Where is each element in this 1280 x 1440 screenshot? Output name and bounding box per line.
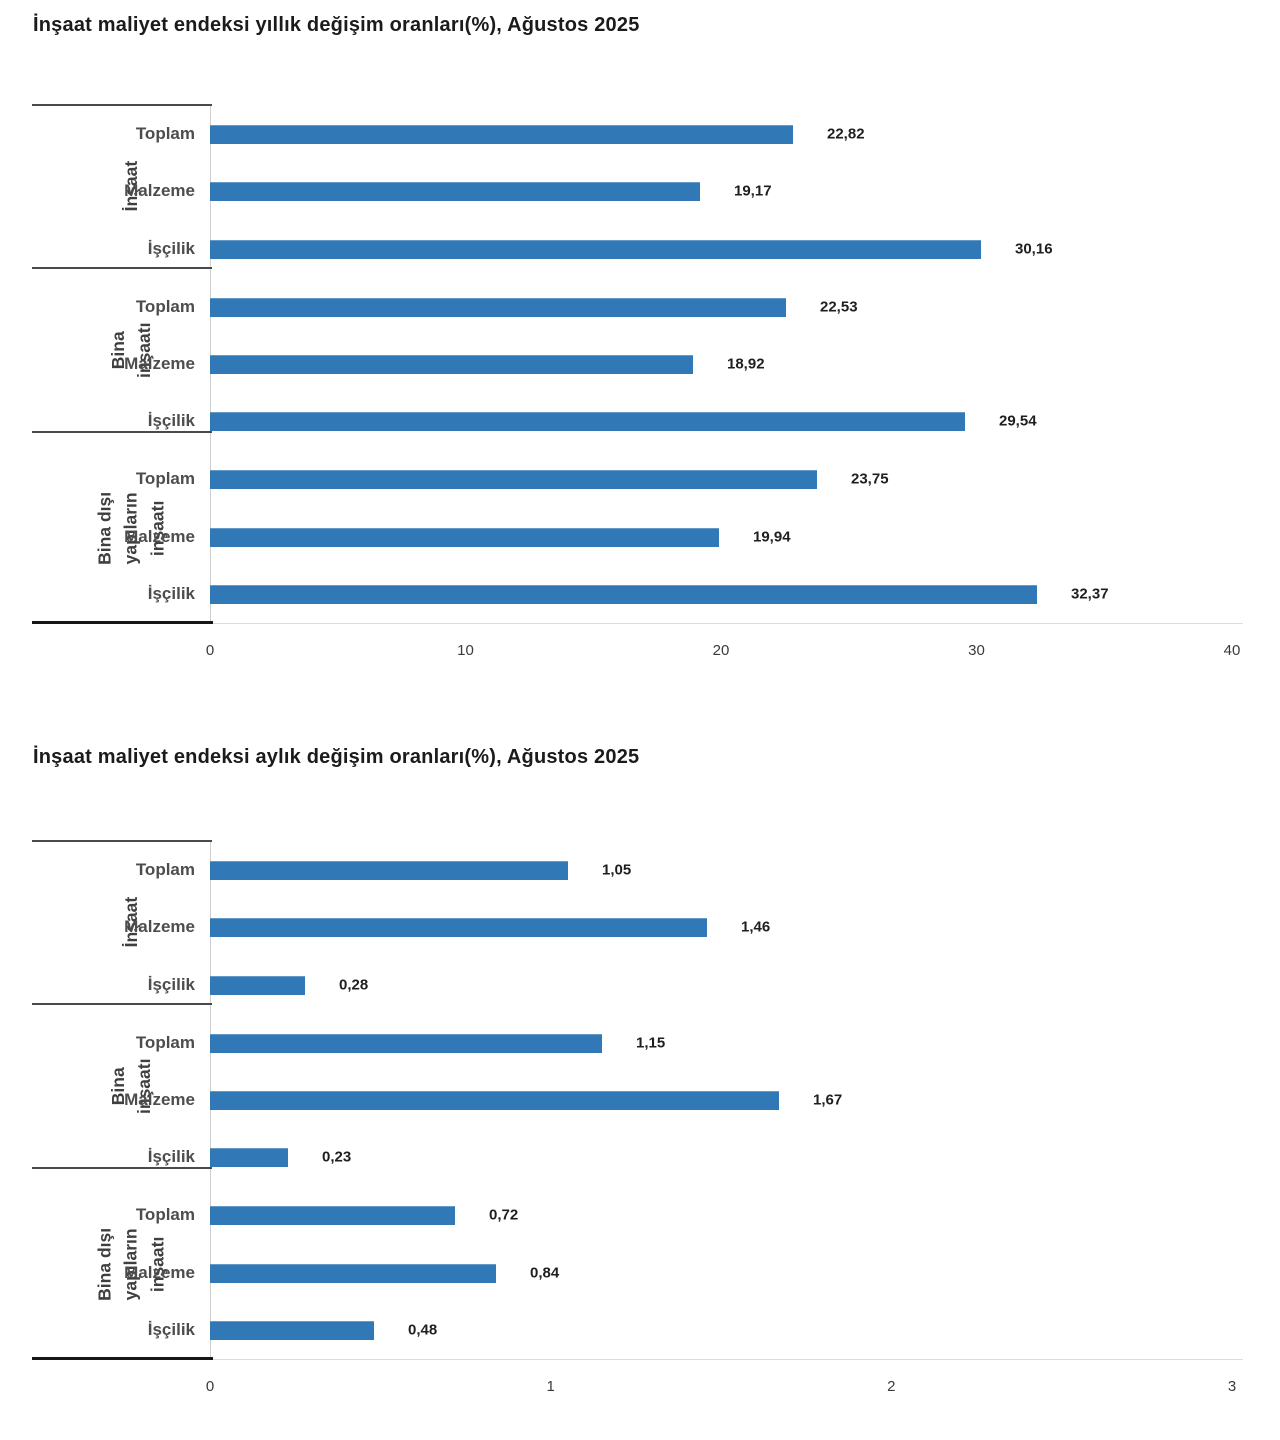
bar-toplam xyxy=(210,1206,455,1225)
category-label: Toplam xyxy=(135,469,195,488)
x-axis-line xyxy=(133,623,1243,624)
bar-value-label: 23,75 xyxy=(851,470,889,488)
label-area-bottom-border xyxy=(32,1357,213,1360)
x-tick-label: 2 xyxy=(887,1378,896,1395)
bar-value-label: 1,05 xyxy=(602,861,632,879)
group-label: Bina inşaatı xyxy=(107,322,154,378)
bar-malzeme xyxy=(210,182,700,201)
x-tick-label: 30 xyxy=(968,642,985,659)
category-label: İşçilik xyxy=(147,584,195,603)
bar-value-label: 32,37 xyxy=(1071,585,1109,603)
bar-value-label: 18,92 xyxy=(727,355,765,373)
category-label: İşçilik xyxy=(147,411,195,430)
group-separator-line xyxy=(32,1003,212,1005)
x-tick-label: 10 xyxy=(457,642,474,659)
annual-chart-plot-area: İnşaat Toplam 22,82 Malzeme 19,17 İşçilik 30,1… xyxy=(32,104,1243,659)
group-separator-line xyxy=(32,1167,212,1169)
category-label: Malzeme xyxy=(124,1090,195,1109)
category-label: Malzeme xyxy=(124,527,195,546)
bar-value-label: 22,82 xyxy=(827,125,865,143)
category-label: Malzeme xyxy=(124,181,195,200)
label-area-top-border xyxy=(32,840,212,842)
bar-value-label: 29,54 xyxy=(999,412,1037,430)
category-label: İşçilik xyxy=(147,975,195,994)
group-label: Bina inşaatı xyxy=(107,1058,154,1114)
bar-value-label: 19,94 xyxy=(753,528,791,546)
bar-value-label: 0,48 xyxy=(408,1321,438,1339)
bar-value-label: 30,16 xyxy=(1015,240,1053,258)
bar-malzeme xyxy=(210,528,719,547)
category-label: İşçilik xyxy=(147,1147,195,1166)
category-label: Toplam xyxy=(135,1205,195,1224)
category-label: Malzeme xyxy=(124,917,195,936)
x-tick-label: 3 xyxy=(1227,1378,1237,1395)
bar-malzeme xyxy=(210,355,693,374)
bar-toplam xyxy=(210,298,786,317)
x-axis-line xyxy=(133,1359,1243,1360)
category-label: Malzeme xyxy=(124,1263,195,1282)
x-tick-label: 20 xyxy=(712,642,730,659)
x-tick-label: 40 xyxy=(1223,642,1241,659)
category-label: İşçilik xyxy=(147,1320,195,1339)
bar-toplam xyxy=(210,125,793,144)
category-label: Toplam xyxy=(135,297,195,316)
bar-value-label: 0,28 xyxy=(339,976,369,994)
bar-value-label: 1,46 xyxy=(741,918,771,936)
bar-value-label: 1,15 xyxy=(636,1034,666,1052)
bar-i̇şçilik xyxy=(210,976,305,995)
group-label-band: Bina inşaatı xyxy=(91,268,171,432)
bar-value-label: 0,72 xyxy=(489,1206,519,1224)
group-label-band: Bina inşaatı xyxy=(91,1004,171,1168)
group-separator-line xyxy=(32,431,212,433)
bar-toplam xyxy=(210,861,568,880)
bar-value-label: 1,67 xyxy=(813,1091,843,1109)
x-tick-label: 0 xyxy=(205,1378,215,1395)
category-label: Toplam xyxy=(135,124,195,143)
category-label: Toplam xyxy=(135,860,195,879)
label-area-top-border xyxy=(32,104,212,106)
bar-i̇şçilik xyxy=(210,412,965,431)
bar-i̇şçilik xyxy=(210,1148,288,1167)
bar-malzeme xyxy=(210,1264,496,1283)
bar-toplam xyxy=(210,470,817,489)
bar-malzeme xyxy=(210,1091,779,1110)
x-tick-label: 1 xyxy=(546,1378,555,1395)
bar-toplam xyxy=(210,1034,602,1053)
bar-value-label: 0,84 xyxy=(530,1264,560,1282)
annual-chart-title: İnşaat maliyet endeksi yıllık değişim or… xyxy=(33,14,640,36)
bar-malzeme xyxy=(210,918,707,937)
bar-i̇şçilik xyxy=(210,585,1037,604)
category-label: Malzeme xyxy=(124,354,195,373)
monthly-chart-title: İnşaat maliyet endeksi aylık değişim ora… xyxy=(33,746,640,768)
label-area-bottom-border xyxy=(32,621,213,624)
bar-value-label: 19,17 xyxy=(734,182,772,200)
bar-i̇şçilik xyxy=(210,1321,374,1340)
category-label: İşçilik xyxy=(147,239,195,258)
category-label: Toplam xyxy=(135,1033,195,1052)
bar-value-label: 22,53 xyxy=(820,298,858,316)
x-tick-label: 0 xyxy=(205,642,215,659)
group-separator-line xyxy=(32,267,212,269)
bar-i̇şçilik xyxy=(210,240,981,259)
monthly-chart-plot-area: İnşaat Toplam 1,05 Malzeme 1,46 İşçilik 0,28 Bi… xyxy=(32,840,1243,1395)
bar-value-label: 0,23 xyxy=(322,1148,352,1166)
